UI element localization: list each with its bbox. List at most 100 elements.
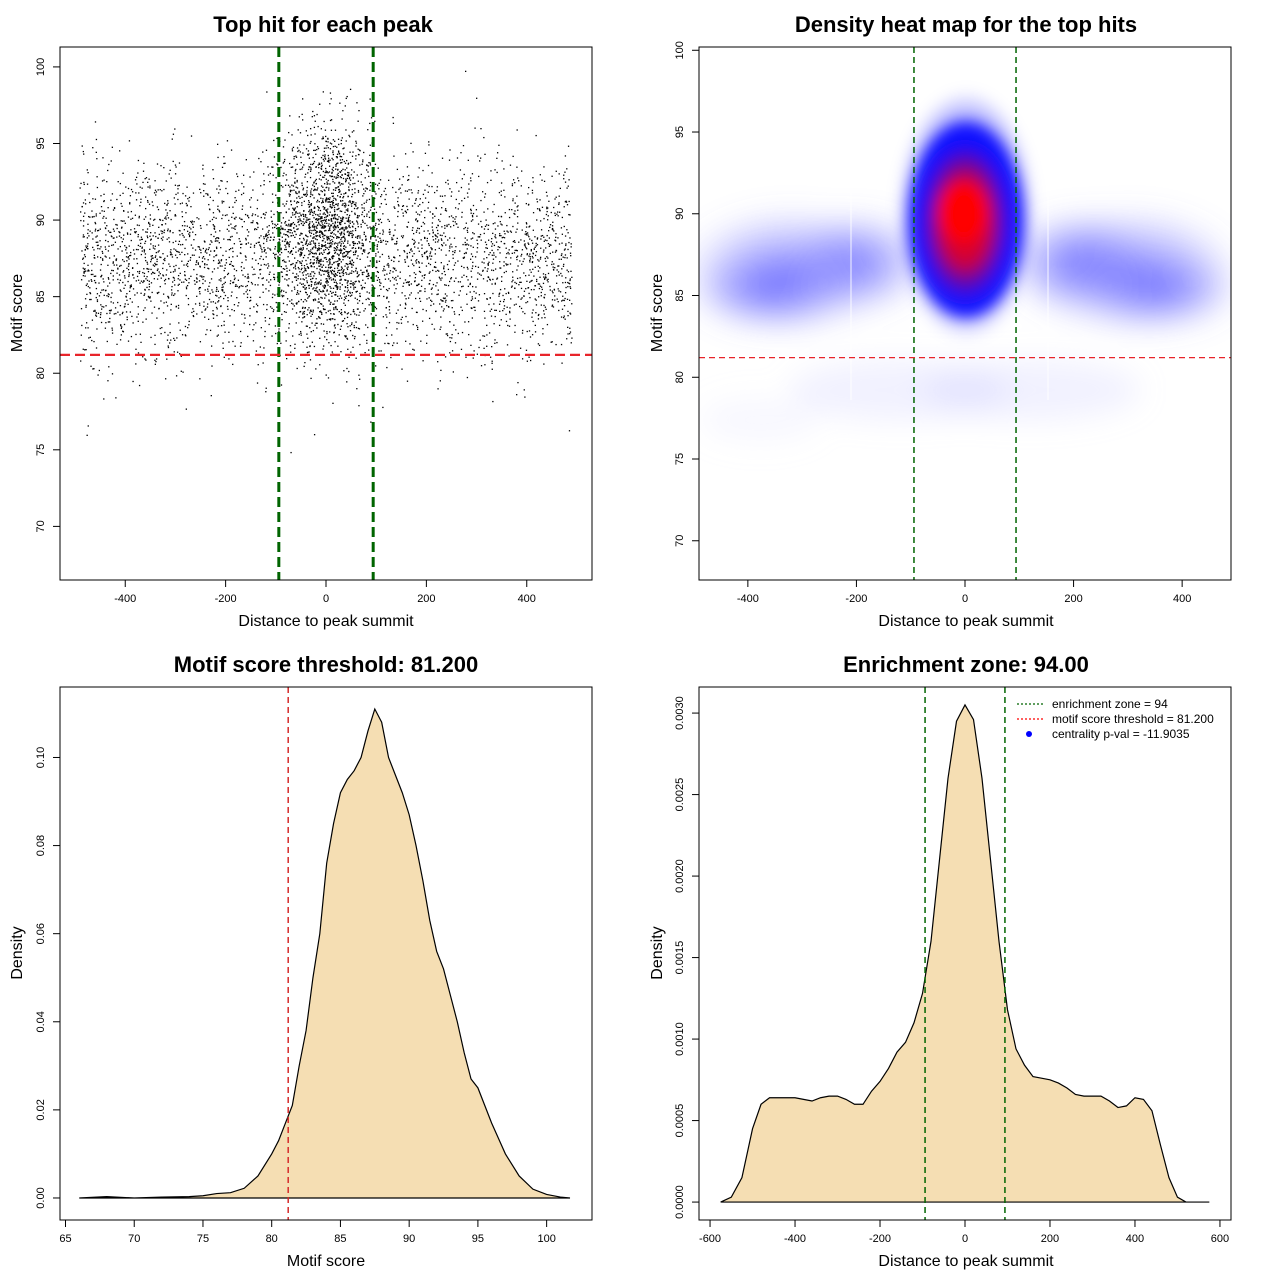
scatter-point <box>324 293 326 295</box>
scatter-point <box>165 180 167 182</box>
scatter-point <box>298 190 300 193</box>
scatter-point <box>313 253 315 255</box>
scatter-title: Top hit for each peak <box>213 12 433 37</box>
scatter-point <box>361 213 363 216</box>
scatter-point <box>356 308 359 310</box>
scatter-point <box>269 317 271 320</box>
scatter-point <box>294 343 296 345</box>
scatter-point <box>298 268 300 270</box>
scatter-point <box>83 220 85 222</box>
scatter-point <box>367 171 369 173</box>
scatter-point <box>311 322 313 324</box>
scatter-point <box>228 206 231 208</box>
scatter-point <box>561 268 563 270</box>
scatter-point <box>415 311 418 313</box>
scatter-point <box>330 119 333 121</box>
scatter-point <box>337 150 340 152</box>
scatter-point <box>240 285 242 287</box>
scatter-point <box>379 232 381 235</box>
scatter-point <box>174 173 177 175</box>
scatter-point <box>323 147 326 149</box>
scatter-point <box>85 246 88 249</box>
scatter-point <box>550 244 552 246</box>
scatter-point <box>441 300 444 302</box>
scatter-point <box>331 231 334 233</box>
scatter-point <box>267 236 269 239</box>
scatter-point <box>369 162 371 164</box>
scatter-point <box>311 229 313 232</box>
scatter-point <box>129 195 132 197</box>
scatter-point <box>280 184 282 187</box>
scatter-point <box>444 293 447 295</box>
scatter-point <box>122 192 124 194</box>
scatter-point <box>347 163 349 165</box>
scatter-point <box>212 178 215 180</box>
scatter-point <box>349 272 351 274</box>
scatter-point <box>505 247 507 249</box>
scatter-point <box>530 248 532 251</box>
scatter-point <box>357 302 359 304</box>
scatter-point <box>520 281 522 283</box>
scatter-point <box>478 175 480 178</box>
scatter-point <box>302 286 304 288</box>
scatter-point <box>347 204 350 207</box>
scatter-point <box>335 274 337 276</box>
scatter-point <box>499 252 501 254</box>
scatter-point <box>312 162 315 165</box>
scatter-point <box>561 253 563 255</box>
scatter-point <box>510 257 512 259</box>
scatter-point <box>409 249 412 251</box>
scatter-point <box>174 215 176 217</box>
scatter-point <box>465 356 467 358</box>
scatter-point <box>260 185 262 187</box>
scatter-point <box>278 284 280 286</box>
scatter-point <box>379 256 381 258</box>
scatter-point <box>95 314 97 316</box>
scatter-point <box>89 201 91 204</box>
scatter-point <box>366 291 368 293</box>
scatter-point <box>221 180 223 182</box>
scatter-point <box>500 240 502 243</box>
scatter-point <box>246 229 248 231</box>
scatter-point <box>277 252 280 254</box>
scatter-point <box>262 242 265 245</box>
scatter-point <box>306 190 308 192</box>
scatter-point <box>245 291 247 293</box>
scatter-point <box>506 230 508 232</box>
scatter-point <box>514 281 516 284</box>
scatter-point <box>339 223 341 225</box>
scatter-point <box>317 258 319 260</box>
scatter-point <box>187 303 190 306</box>
scatter-point <box>547 257 549 259</box>
scatter-point <box>367 326 369 329</box>
scatter-point <box>522 260 524 263</box>
scatter-point <box>301 166 304 168</box>
scatter-point <box>305 277 307 279</box>
scatter-point <box>464 237 466 239</box>
scatter-point <box>524 243 526 245</box>
scatter-point <box>89 287 91 289</box>
scatter-point <box>272 223 274 225</box>
scatter-point <box>242 274 244 276</box>
scatter-point <box>439 328 441 331</box>
scatter-point <box>361 273 364 275</box>
scatter-point <box>310 331 312 333</box>
scatter-point <box>341 320 344 322</box>
scatter-point <box>210 240 212 242</box>
scatter-point <box>337 269 339 272</box>
scatter-point <box>457 260 459 262</box>
scatter-point <box>300 222 303 225</box>
scatter-point <box>157 237 159 239</box>
scatter-point <box>308 275 310 277</box>
scatter-point <box>292 221 295 224</box>
scatter-point <box>419 290 421 292</box>
scatter-point <box>331 201 334 203</box>
scatter-point <box>308 284 310 287</box>
scatter-point <box>417 261 420 263</box>
scatter-point <box>202 183 205 185</box>
scatter-point <box>234 345 236 347</box>
scatter-point <box>146 286 148 289</box>
scatter-point <box>287 251 290 253</box>
scatter-point <box>308 201 310 204</box>
scatter-point <box>350 282 352 285</box>
